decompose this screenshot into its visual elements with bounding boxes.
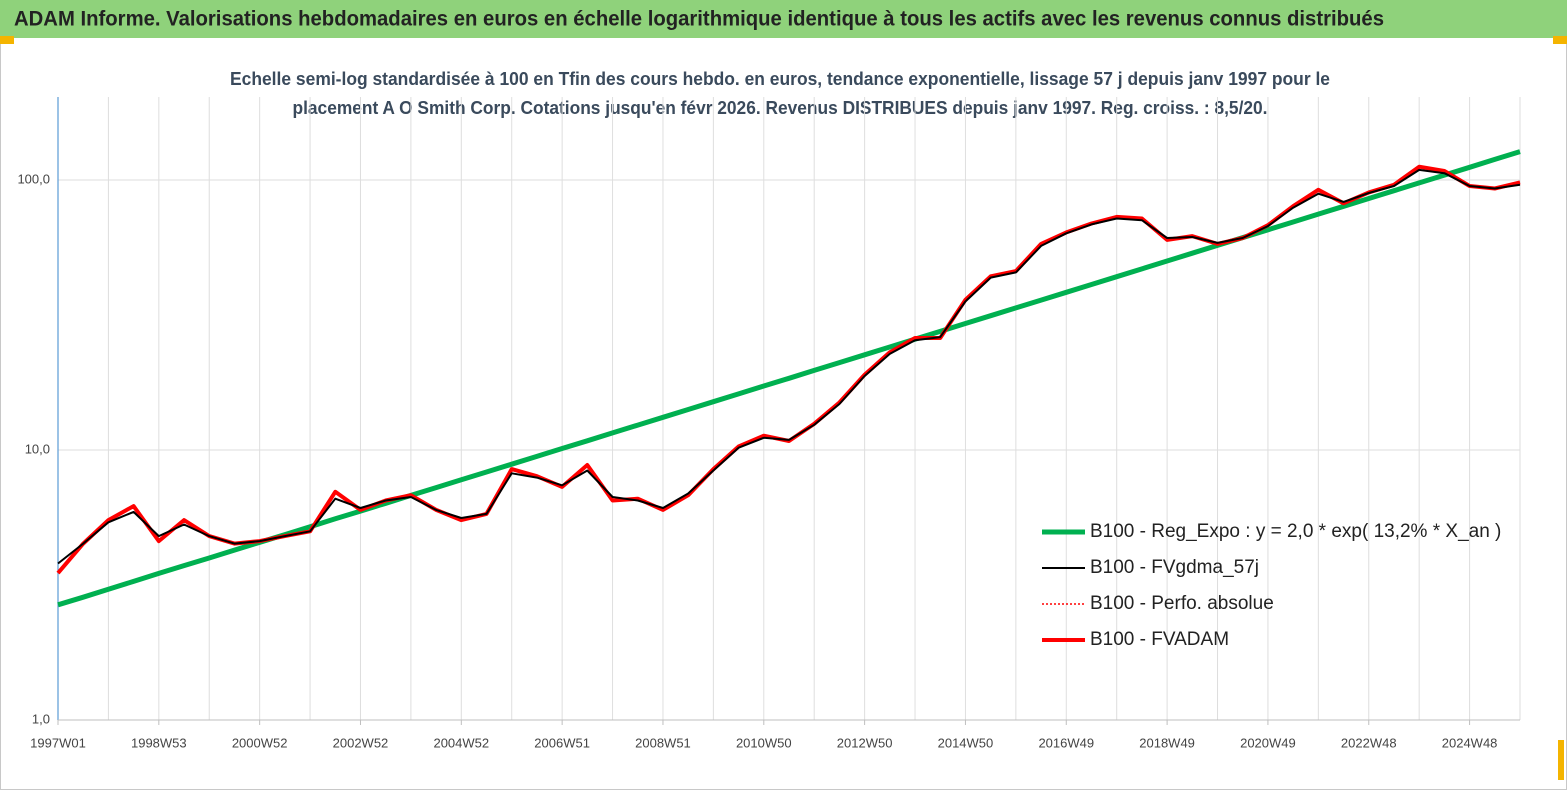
- legend-label: B100 - Perfo. absolue: [1090, 593, 1274, 614]
- y-tick-label: 100,0: [17, 171, 50, 186]
- x-tick-label: 2018W49: [1139, 735, 1195, 750]
- y-tick-label: 1,0: [32, 711, 50, 726]
- series-line: [57, 168, 1521, 565]
- legend-label: B100 - FVADAM: [1090, 629, 1229, 650]
- x-tick-label: 2006W51: [534, 735, 590, 750]
- x-tick-label: 2010W50: [736, 735, 792, 750]
- x-tick-label: 2022W48: [1341, 735, 1397, 750]
- chart-title: ADAM Informe. Valorisations hebdomadaire…: [14, 8, 1384, 31]
- y-tick-label: 10,0: [25, 441, 50, 456]
- corner-mark: [1558, 740, 1564, 780]
- x-tick-label: 2024W48: [1442, 735, 1498, 750]
- x-tick-label: 2016W49: [1038, 735, 1094, 750]
- legend-label: B100 - Reg_Expo : y = 2,0 * exp( 13,2% *…: [1090, 521, 1501, 542]
- x-tick-label: 1997W01: [30, 735, 86, 750]
- x-tick-label: 2002W52: [333, 735, 389, 750]
- series-line: [57, 149, 1521, 608]
- x-tick-label: 2014W50: [938, 735, 994, 750]
- x-tick-label: 2004W52: [433, 735, 489, 750]
- x-tick-label: 2012W50: [837, 735, 893, 750]
- title-banner: [0, 0, 1567, 38]
- corner-mark: [1553, 36, 1567, 44]
- chart-subtitle: placement A O Smith Corp. Cotations jusq…: [293, 98, 1268, 118]
- x-tick-label: 1998W53: [131, 735, 187, 750]
- chart-subtitle: Echelle semi-log standardisée à 100 en T…: [230, 69, 1330, 89]
- x-tick-label: 2008W51: [635, 735, 691, 750]
- x-tick-label: 2000W52: [232, 735, 288, 750]
- x-tick-label: 2020W49: [1240, 735, 1296, 750]
- legend-label: B100 - FVgdma_57j: [1090, 557, 1259, 578]
- corner-mark: [0, 36, 14, 44]
